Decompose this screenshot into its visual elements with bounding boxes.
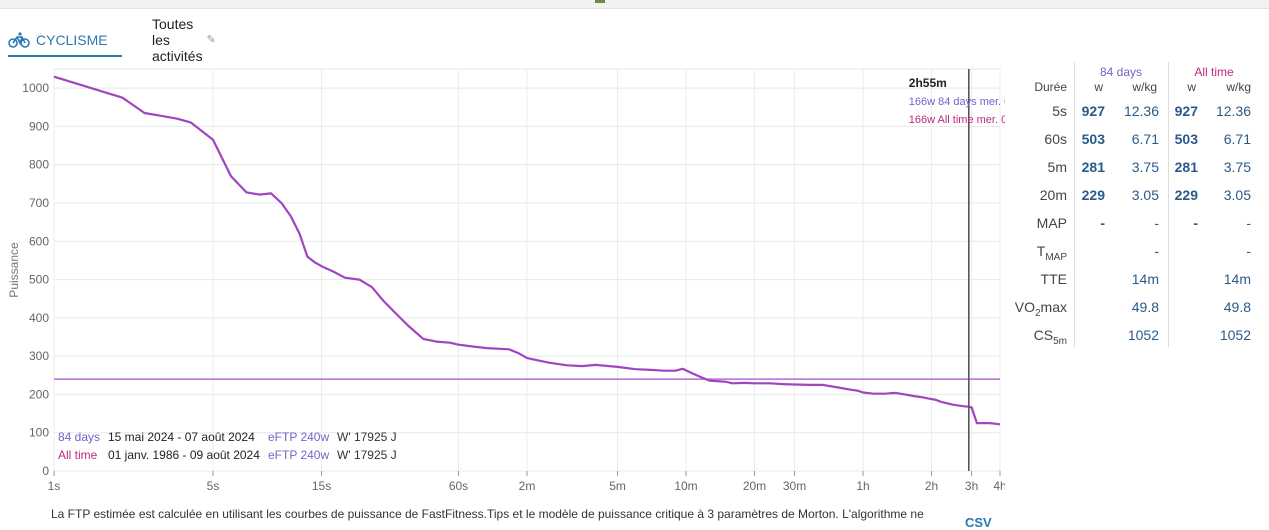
cell-wkg-84: 6.71 (1131, 131, 1159, 147)
cursor-row: 166w All time mer. 03 juil. (909, 114, 1005, 126)
x-tick-label: 4h (993, 479, 1005, 493)
header-84-days: 84 days (1099, 65, 1143, 79)
header-w-all: w (1187, 80, 1196, 94)
header-duration: Durée (1034, 80, 1067, 94)
x-tick-label: 2h (925, 479, 938, 493)
y-tick-label: 0 (42, 464, 49, 478)
x-tick-label: 10m (674, 479, 697, 493)
table-divider (1074, 62, 1075, 347)
cell-wkg-all: 6.71 (1223, 131, 1251, 147)
cell-wkg-all: - (1246, 215, 1251, 231)
power-curve-line (53, 75, 1001, 426)
x-tick-label: 5s (207, 479, 220, 493)
row-label: CS5m (1033, 327, 1067, 347)
cell-wkg-all: 3.75 (1223, 159, 1251, 175)
cell-w-84: 927 (1081, 103, 1105, 119)
pencil-icon[interactable]: ✎ (206, 34, 216, 46)
cell-wkg-84: 49.8 (1131, 299, 1159, 315)
cell-w-84: 229 (1081, 187, 1105, 203)
row-label: 60s (1044, 131, 1067, 147)
table-divider (1168, 62, 1169, 347)
header-wkg-all: w/kg (1226, 80, 1251, 94)
cell-w-all: 927 (1174, 103, 1198, 119)
cell-wkg-84: 3.05 (1131, 187, 1159, 203)
x-tick-label: 2m (519, 479, 536, 493)
y-tick-label: 200 (29, 387, 49, 401)
x-tick-label: 1s (48, 479, 61, 493)
cursor-time: 2h55m (909, 76, 947, 90)
cell-wkg-84: 3.75 (1131, 159, 1159, 175)
row-label: 20m (1039, 187, 1067, 203)
cell-wkg-84: 1052 (1127, 327, 1159, 343)
bicycle-icon (8, 31, 30, 48)
header-all-time: All time (1194, 65, 1234, 79)
cell-wkg-84: 14m (1131, 271, 1159, 287)
legend-eftp: eFTP 240w (268, 448, 329, 462)
legend-range: 01 janv. 1986 - 09 août 2024 (108, 448, 260, 462)
cell-wkg-all: 12.36 (1215, 103, 1251, 119)
y-tick-label: 1000 (22, 81, 49, 95)
y-tick-label: 700 (29, 196, 49, 210)
ftp-footnote: La FTP estimée est calculée en utilisant… (51, 507, 924, 521)
cell-w-all: - (1193, 215, 1198, 231)
row-label: TTE (1040, 271, 1067, 287)
row-label: MAP (1036, 215, 1067, 231)
cell-wkg-84: - (1154, 243, 1159, 259)
legend-label: 84 days (58, 430, 100, 444)
legend-range: 15 mai 2024 - 07 août 2024 (108, 430, 255, 444)
cell-wkg-84: 12.36 (1123, 103, 1159, 119)
y-tick-label: 800 (29, 158, 49, 172)
row-label: VO2max (1014, 299, 1067, 319)
top-indicator (595, 0, 605, 3)
legend-eftp: eFTP 240w (268, 430, 329, 444)
power-table: 84 days All time Durée w w/kg w w/kg 5s 927 12.36… (1010, 62, 1269, 352)
tab-all-activities[interactable]: Toutes les activités ✎ (152, 16, 216, 64)
y-tick-label: 100 (29, 426, 49, 440)
row-label: 5s (1052, 103, 1067, 119)
cell-w-84: 281 (1081, 159, 1105, 175)
cell-wkg-all: - (1246, 243, 1251, 259)
header-wkg-84: w/kg (1132, 80, 1157, 94)
cell-wkg-84: - (1154, 215, 1159, 231)
y-tick-label: 900 (29, 119, 49, 133)
x-tick-label: 60s (449, 479, 468, 493)
tab-cycling-label: CYCLISME (36, 31, 108, 48)
cell-w-84: - (1100, 215, 1105, 231)
cell-wkg-all: 14m (1223, 271, 1251, 287)
tab-cycling[interactable]: CYCLISME (8, 24, 122, 57)
cell-w-84: 503 (1081, 131, 1105, 147)
legend-wprime: W' 17925 J (337, 448, 397, 462)
header-w-84: w (1094, 80, 1103, 94)
x-tick-label: 30m (783, 479, 806, 493)
y-tick-label: 300 (29, 349, 49, 363)
tab-all-label: Toutes les activités (152, 15, 203, 64)
x-tick-label: 3h (965, 479, 978, 493)
x-tick-label: 5m (609, 479, 626, 493)
cell-wkg-all: 3.05 (1223, 187, 1251, 203)
y-tick-label: 400 (29, 311, 49, 325)
legend-wprime: W' 17925 J (337, 430, 397, 444)
x-tick-label: 15s (312, 479, 331, 493)
y-axis-label: Puissance (7, 242, 21, 298)
legend-label: All time (58, 448, 98, 462)
cell-wkg-all: 1052 (1219, 327, 1251, 343)
y-tick-label: 500 (29, 273, 49, 287)
cell-wkg-all: 49.8 (1223, 299, 1251, 315)
row-label: 5m (1047, 159, 1067, 175)
cell-w-all: 281 (1174, 159, 1198, 175)
csv-button[interactable]: CSV (965, 515, 992, 530)
cursor-row: 166w 84 days mer. 03 juil. (909, 96, 1005, 108)
y-tick-label: 600 (29, 234, 49, 248)
row-label: TMAP (1036, 243, 1067, 263)
power-curve-chart[interactable]: 0 100 200 300 400 500 600 700 800 900 1000 1s 5s 15s 6… (0, 60, 1005, 500)
cell-w-all: 229 (1174, 187, 1198, 203)
x-tick-label: 20m (743, 479, 766, 493)
x-tick-label: 1h (856, 479, 869, 493)
top-bar (0, 0, 1269, 9)
cell-w-all: 503 (1174, 131, 1198, 147)
